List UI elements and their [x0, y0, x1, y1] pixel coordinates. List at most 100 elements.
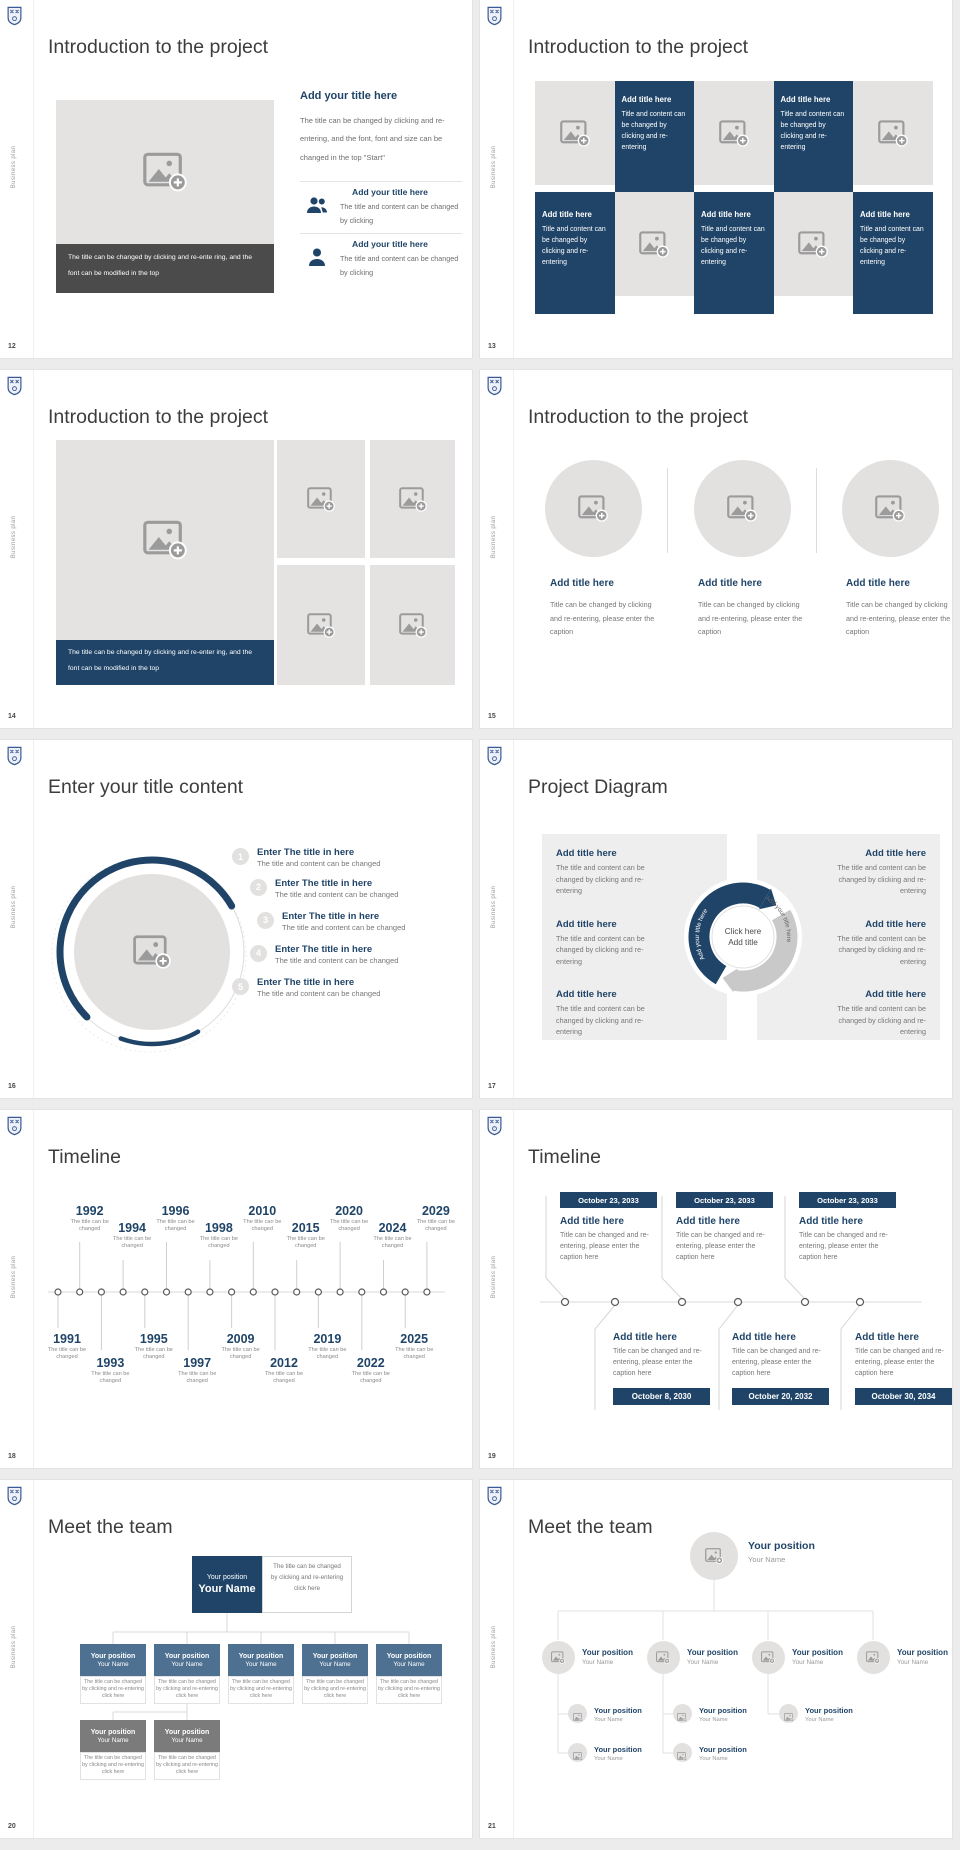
image-placeholder[interactable] — [370, 565, 455, 685]
timeline-year: 1995 The title can be changed — [134, 1332, 173, 1361]
org-member-box[interactable]: Your position Your Name — [80, 1644, 146, 1676]
image-placeholder[interactable] — [694, 81, 774, 185]
page-number: 12 — [8, 343, 16, 350]
org-member-box[interactable]: Your position Your Name — [80, 1720, 146, 1752]
step-body: The title and content can be changed — [275, 889, 399, 899]
divider — [300, 181, 462, 182]
slide-margin-strip: Business plan 21 — [480, 1480, 514, 1838]
slide-title: Introduction to the project — [48, 406, 269, 429]
image-placeholder[interactable] — [614, 192, 694, 296]
image-placeholder[interactable] — [853, 81, 933, 185]
avatar-placeholder[interactable] — [568, 1743, 587, 1762]
org-member-box[interactable]: Your position Your Name — [154, 1644, 220, 1676]
card-body: Title can be changed and re-entering, pl… — [799, 1232, 888, 1261]
column-title: Add title here — [846, 578, 910, 589]
cell-title: Add title here — [860, 210, 910, 219]
timeline-year: 2024 The title can be changed — [373, 1221, 412, 1250]
grid-text-cell[interactable]: Add title here Title and content can be … — [614, 81, 694, 192]
org-member-label: Your position Your Name — [582, 1648, 633, 1666]
cell-body: Title and content can be changed by clic… — [780, 111, 845, 152]
avatar-placeholder[interactable] — [672, 1704, 692, 1723]
cell-title: Add title here — [621, 95, 672, 104]
image-placeholder[interactable] — [370, 440, 455, 558]
timeline-card[interactable]: October 23, 2033 Add title here Title ca… — [666, 1192, 792, 1264]
sidebar-label: Business plan — [11, 515, 17, 559]
org-member-label: Your position Your Name — [897, 1648, 948, 1666]
slide-21-thumbnail[interactable]: Business plan 21 Meet the team Your posi… — [479, 1479, 953, 1839]
crest-logo-icon — [487, 1486, 502, 1506]
timeline-card[interactable]: Add title here Title can be changed and … — [718, 1332, 844, 1405]
slide-17-thumbnail[interactable]: Business plan 17 Project Diagram Add tit… — [479, 739, 953, 1099]
image-placeholder[interactable] — [277, 440, 365, 558]
avatar-placeholder[interactable] — [751, 1640, 785, 1674]
timeline-year: 2010 The title can be changed — [243, 1204, 282, 1233]
slide-13-thumbnail[interactable]: Business plan 13 Introduction to the pro… — [479, 0, 953, 359]
grid-text-cell[interactable]: Add title here Title and content can be … — [773, 81, 853, 192]
image-placeholder-circle[interactable] — [841, 460, 939, 557]
image-placeholder[interactable] — [535, 81, 615, 185]
image-placeholder-icon — [551, 1650, 565, 1664]
image-placeholder[interactable] — [56, 100, 274, 244]
avatar-placeholder[interactable] — [568, 1704, 587, 1723]
image-placeholder[interactable] — [773, 192, 853, 296]
image-placeholder-icon — [559, 119, 590, 147]
grid-text-cell[interactable]: Add title here Title and content can be … — [694, 192, 774, 314]
org-root-box[interactable]: Your position Your Name — [192, 1556, 262, 1613]
sidebar-label: Business plan — [491, 515, 497, 559]
slide-16-thumbnail[interactable]: Business plan 16 Enter your title conten… — [0, 739, 473, 1099]
image-placeholder[interactable] — [277, 565, 365, 685]
image-placeholder-icon — [718, 119, 749, 147]
page-number: 15 — [488, 713, 496, 720]
org-member-box[interactable]: Your position Your Name — [228, 1644, 294, 1676]
crest-logo-icon — [7, 1116, 22, 1136]
timeline-card[interactable]: October 23, 2033 Add title here Title ca… — [550, 1192, 676, 1264]
panel-item-body: The title and content can be changed by … — [837, 1004, 926, 1037]
org-member-box[interactable]: Your position Your Name — [302, 1644, 368, 1676]
step-number-badge: 1 — [232, 848, 249, 865]
panel-item-title: Add title here — [556, 848, 617, 859]
slide-margin-strip: Business plan 18 — [0, 1110, 34, 1468]
timeline-card[interactable]: Add title here Title can be changed and … — [841, 1332, 952, 1405]
slide-19-thumbnail[interactable]: Business plan 19 Timeline October 23, 20… — [479, 1109, 953, 1469]
avatar-placeholder[interactable] — [646, 1640, 680, 1674]
avatar-placeholder[interactable] — [779, 1704, 798, 1723]
page-number: 18 — [8, 1453, 16, 1460]
column-title: Add title here — [698, 578, 762, 589]
timeline-card[interactable]: October 23, 2033 Add title here Title ca… — [789, 1192, 915, 1264]
card-title: Add title here — [613, 1332, 677, 1343]
crest-logo-icon — [7, 376, 22, 396]
timeline-year: 2012 The title can be changed — [264, 1356, 304, 1385]
divider — [667, 468, 668, 553]
slide-margin-strip: Business plan 15 — [480, 370, 514, 728]
avatar-placeholder[interactable] — [541, 1640, 575, 1674]
org-root-note: The title can be changed by clicking and… — [262, 1556, 352, 1613]
image-placeholder-icon — [798, 230, 829, 258]
slide-15-thumbnail[interactable]: Business plan 15 Introduction to the pro… — [479, 369, 953, 729]
step-number-badge: 5 — [232, 978, 249, 995]
timeline-year: 1992 The title can be changed — [70, 1204, 109, 1233]
avatar-placeholder[interactable] — [690, 1532, 738, 1580]
image-placeholder-circle[interactable] — [74, 874, 230, 1030]
image-placeholder-circle[interactable] — [693, 460, 791, 557]
panel-item-body: The title and content can be changed by … — [837, 863, 926, 896]
step-number-badge: 4 — [250, 944, 267, 962]
image-placeholder[interactable] — [56, 440, 274, 640]
slide-14-thumbnail[interactable]: Business plan 14 Introduction to the pro… — [0, 369, 473, 729]
avatar-placeholder[interactable] — [672, 1743, 692, 1762]
card-body: Title can be changed and re-entering, pl… — [855, 1348, 944, 1377]
timeline-card[interactable]: Add title here Title can be changed and … — [599, 1332, 725, 1405]
image-placeholder-circle[interactable] — [544, 460, 642, 557]
panel-item-title: Add title here — [556, 989, 617, 1001]
slide-18-thumbnail[interactable]: Business plan 18 Timeline 1992 The title … — [0, 1109, 473, 1469]
panel-body: The title can be changed by clicking and… — [300, 116, 445, 162]
slide-20-thumbnail[interactable]: Business plan 20 Meet the team Your posi… — [0, 1479, 473, 1839]
slide-margin-strip: Business plan 13 — [480, 0, 514, 358]
org-member-box[interactable]: Your position Your Name — [376, 1644, 442, 1676]
grid-text-cell[interactable]: Add title here Title and content can be … — [535, 192, 615, 314]
slide-12-thumbnail[interactable]: Business plan 12 Introduction to the pro… — [0, 0, 473, 359]
cell-title: Add title here — [542, 210, 592, 219]
grid-text-cell[interactable]: Add title here Title and content can be … — [853, 192, 933, 314]
org-member-note: The title can be changed by clicking and… — [80, 1676, 146, 1704]
avatar-placeholder[interactable] — [856, 1640, 890, 1674]
org-member-box[interactable]: Your position Your Name — [154, 1720, 220, 1752]
